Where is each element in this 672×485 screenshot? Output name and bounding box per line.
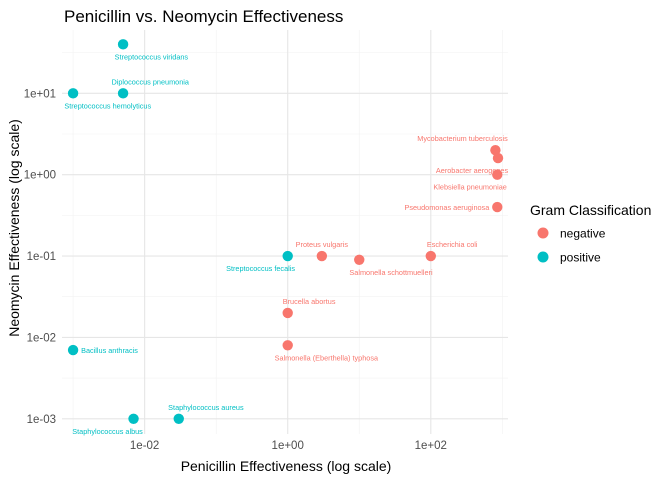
point-label: Salmonella (Eberthella) typhosa [275,353,379,362]
grid-lines [62,30,508,434]
y-tick-label: 1e-02 [27,332,56,344]
legend-label-positive: positive [560,251,601,265]
point-label: Aerobacter aerogenes [436,166,509,175]
data-point-negative [354,254,365,265]
point-label: Streptococcus hemolyticus [64,101,151,110]
chart-title: Penicillin vs. Neomycin Effectiveness [64,7,343,26]
y-axis-label: Neomycin Effectiveness (log scale) [6,119,22,337]
data-point-positive [67,344,79,356]
point-label: Klebsiella pneumoniae [433,183,506,192]
data-point-negative [316,250,328,262]
data-points [67,39,504,424]
data-point-negative [282,340,293,351]
point-label: Pseudomonas aeruginosa [404,203,490,212]
legend-swatch-negative [537,227,549,239]
point-labels: Mycobacterium tuberculosis Aerobacter aer… [64,52,508,435]
y-tick-label: 1e-01 [27,251,56,263]
data-point-positive [128,413,139,424]
legend-label-negative: negative [560,227,606,241]
data-point-negative [492,201,503,213]
legend-title: Gram Classification [530,202,651,218]
data-point-positive [173,413,184,424]
data-point-negative [490,144,501,156]
point-label: Diplococcus pneumonia [111,77,189,86]
axis-ticks: 1e-02 1e+00 1e+02 1e-03 1e-02 1e-01 1e+00 1e+01 [24,88,447,452]
x-tick-label: 1e-02 [130,440,159,452]
point-label: Staphylococcus albus [72,427,143,436]
point-label: Bacillus anthracis [81,346,138,355]
point-label: Staphylococcus aureus [168,403,244,412]
x-axis-label: Penicillin Effectiveness (log scale) [181,458,392,474]
y-tick-label: 1e+00 [24,170,56,182]
x-tick-label: 1e+00 [272,440,304,452]
data-point-negative [492,152,504,164]
x-tick-label: 1e+02 [415,440,447,452]
point-label: Streptococcus fecalis [226,264,295,273]
point-label: Mycobacterium tuberculosis [417,134,508,143]
y-tick-label: 1e+01 [24,88,56,100]
data-point-positive [117,88,129,99]
point-label: Brucella abortus [283,297,336,306]
data-point-negative [492,169,503,180]
data-point-positive [282,250,293,262]
legend-swatch-positive [537,251,549,263]
data-point-negative [425,250,436,262]
data-point-positive [67,88,79,99]
data-point-positive [117,39,129,50]
data-point-negative [282,307,293,319]
point-label: Salmonella schottmuelleri [349,268,433,277]
point-label: Streptococcus viridans [115,52,189,61]
y-tick-label: 1e-03 [27,414,56,426]
point-label: Escherichia coli [427,240,478,249]
point-label: Proteus vulgaris [296,240,349,249]
legend: Gram Classification negative positive [530,202,651,265]
